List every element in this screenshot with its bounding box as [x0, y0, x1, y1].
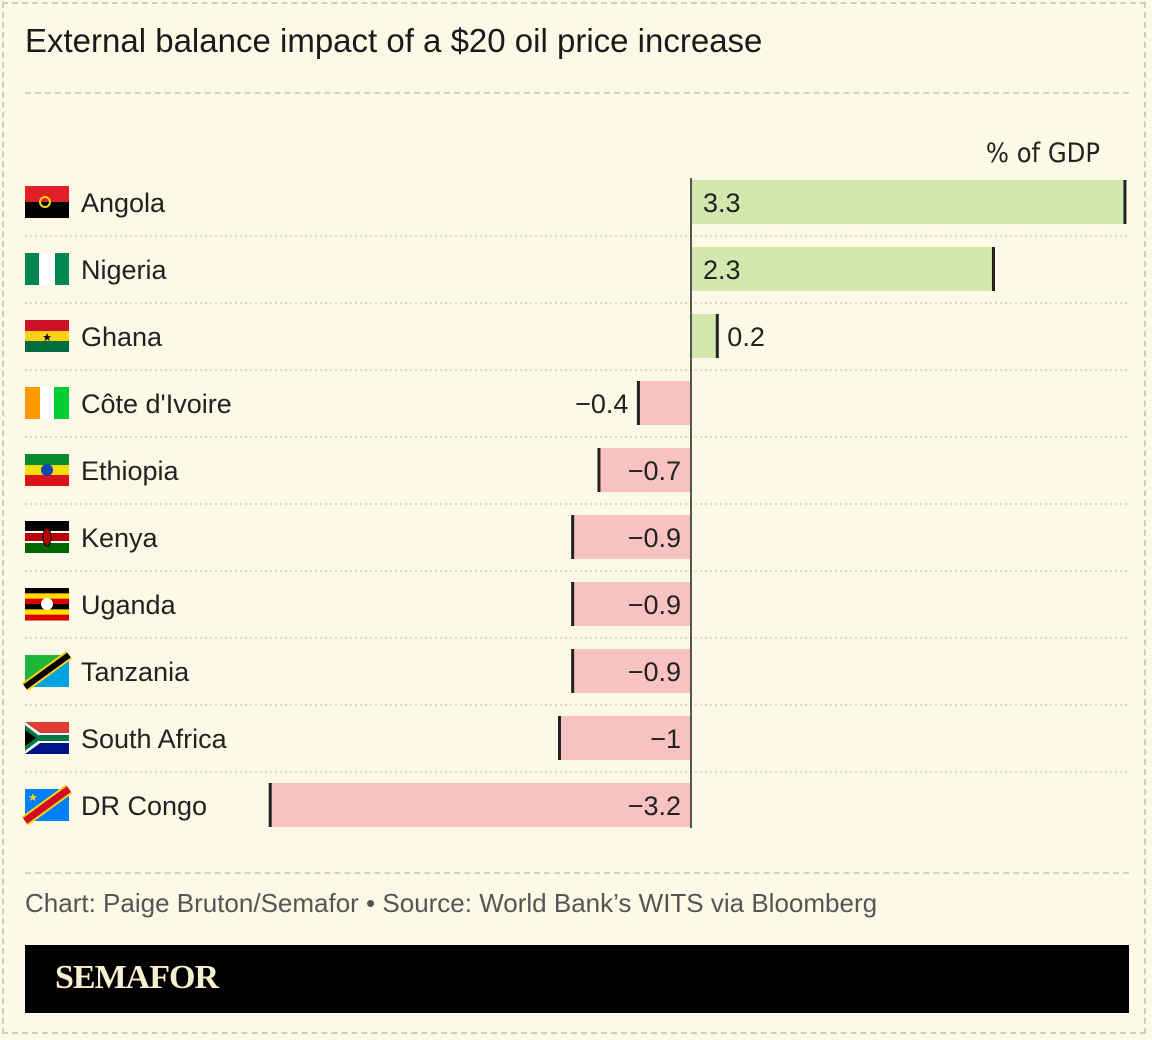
value-label: 2.3	[703, 255, 741, 285]
value-label: −0.9	[628, 523, 681, 553]
bar-end-marker	[268, 783, 272, 827]
bar-end-marker	[571, 649, 575, 693]
bar-end-marker	[558, 716, 561, 760]
bar-end-marker	[597, 448, 601, 492]
value-label: −3.2	[628, 791, 681, 821]
value-label: −0.7	[628, 456, 681, 486]
bar	[572, 649, 691, 693]
bar	[598, 448, 691, 492]
category-label: South Africa	[81, 724, 228, 754]
credit-text: Chart: Paige Bruton/Semafor • Source: Wo…	[25, 888, 878, 918]
category-label: Kenya	[81, 523, 159, 553]
bar	[270, 783, 691, 827]
category-label: Uganda	[81, 590, 177, 620]
semafor-logo: SEMAFOR	[55, 959, 219, 996]
bar-end-marker	[571, 582, 575, 626]
flag-dr-congo-icon: ★	[21, 784, 73, 826]
bar	[691, 314, 718, 358]
chart-title: External balance impact of a $20 oil pri…	[25, 22, 763, 59]
category-label: Angola	[81, 188, 166, 218]
divider	[25, 872, 1129, 874]
flag-ghana-icon: ★	[25, 320, 69, 352]
flag-uganda-icon	[25, 588, 69, 621]
flag-cote-divoire-icon	[25, 387, 69, 419]
bar-end-marker	[1123, 180, 1127, 224]
bar-end-marker	[571, 515, 575, 559]
category-label: Tanzania	[81, 657, 190, 687]
bar-end-marker	[715, 314, 719, 358]
category-label: Côte d'Ivoire	[81, 389, 232, 419]
flag-tanzania-icon	[22, 650, 72, 692]
flag-south-africa-icon	[25, 722, 69, 754]
brand-bar: SEMAFOR	[25, 945, 1129, 1013]
bar	[572, 582, 691, 626]
value-label: −0.4	[575, 389, 628, 419]
category-label: Nigeria	[81, 255, 168, 285]
value-label: −1	[650, 724, 681, 754]
category-label: DR Congo	[81, 791, 207, 821]
category-label: Ethiopia	[81, 456, 180, 486]
flag-nigeria-icon	[25, 253, 69, 285]
bar	[691, 180, 1125, 224]
category-label: Ghana	[81, 322, 163, 352]
divider	[25, 92, 1129, 94]
bar	[691, 247, 994, 291]
svg-text:★: ★	[42, 332, 52, 344]
bar	[572, 515, 691, 559]
bar-chart: Angola 3.3 Nigeria 2.3 ★ Ghana 0.2 Côte d'Ivoir…	[21, 178, 1128, 828]
value-label: 0.2	[727, 322, 765, 352]
value-label: −0.9	[628, 657, 681, 687]
bar	[559, 716, 691, 760]
unit-label: % of GDP	[985, 138, 1100, 169]
flag-angola-icon	[25, 186, 69, 218]
value-label: −0.9	[628, 590, 681, 620]
flag-kenya-icon	[25, 521, 69, 553]
svg-text:★: ★	[28, 792, 38, 804]
value-label: 3.3	[703, 188, 741, 218]
bar-end-marker	[991, 247, 995, 291]
bar-end-marker	[636, 381, 640, 425]
bar	[638, 381, 691, 425]
flag-ethiopia-icon	[25, 454, 69, 486]
